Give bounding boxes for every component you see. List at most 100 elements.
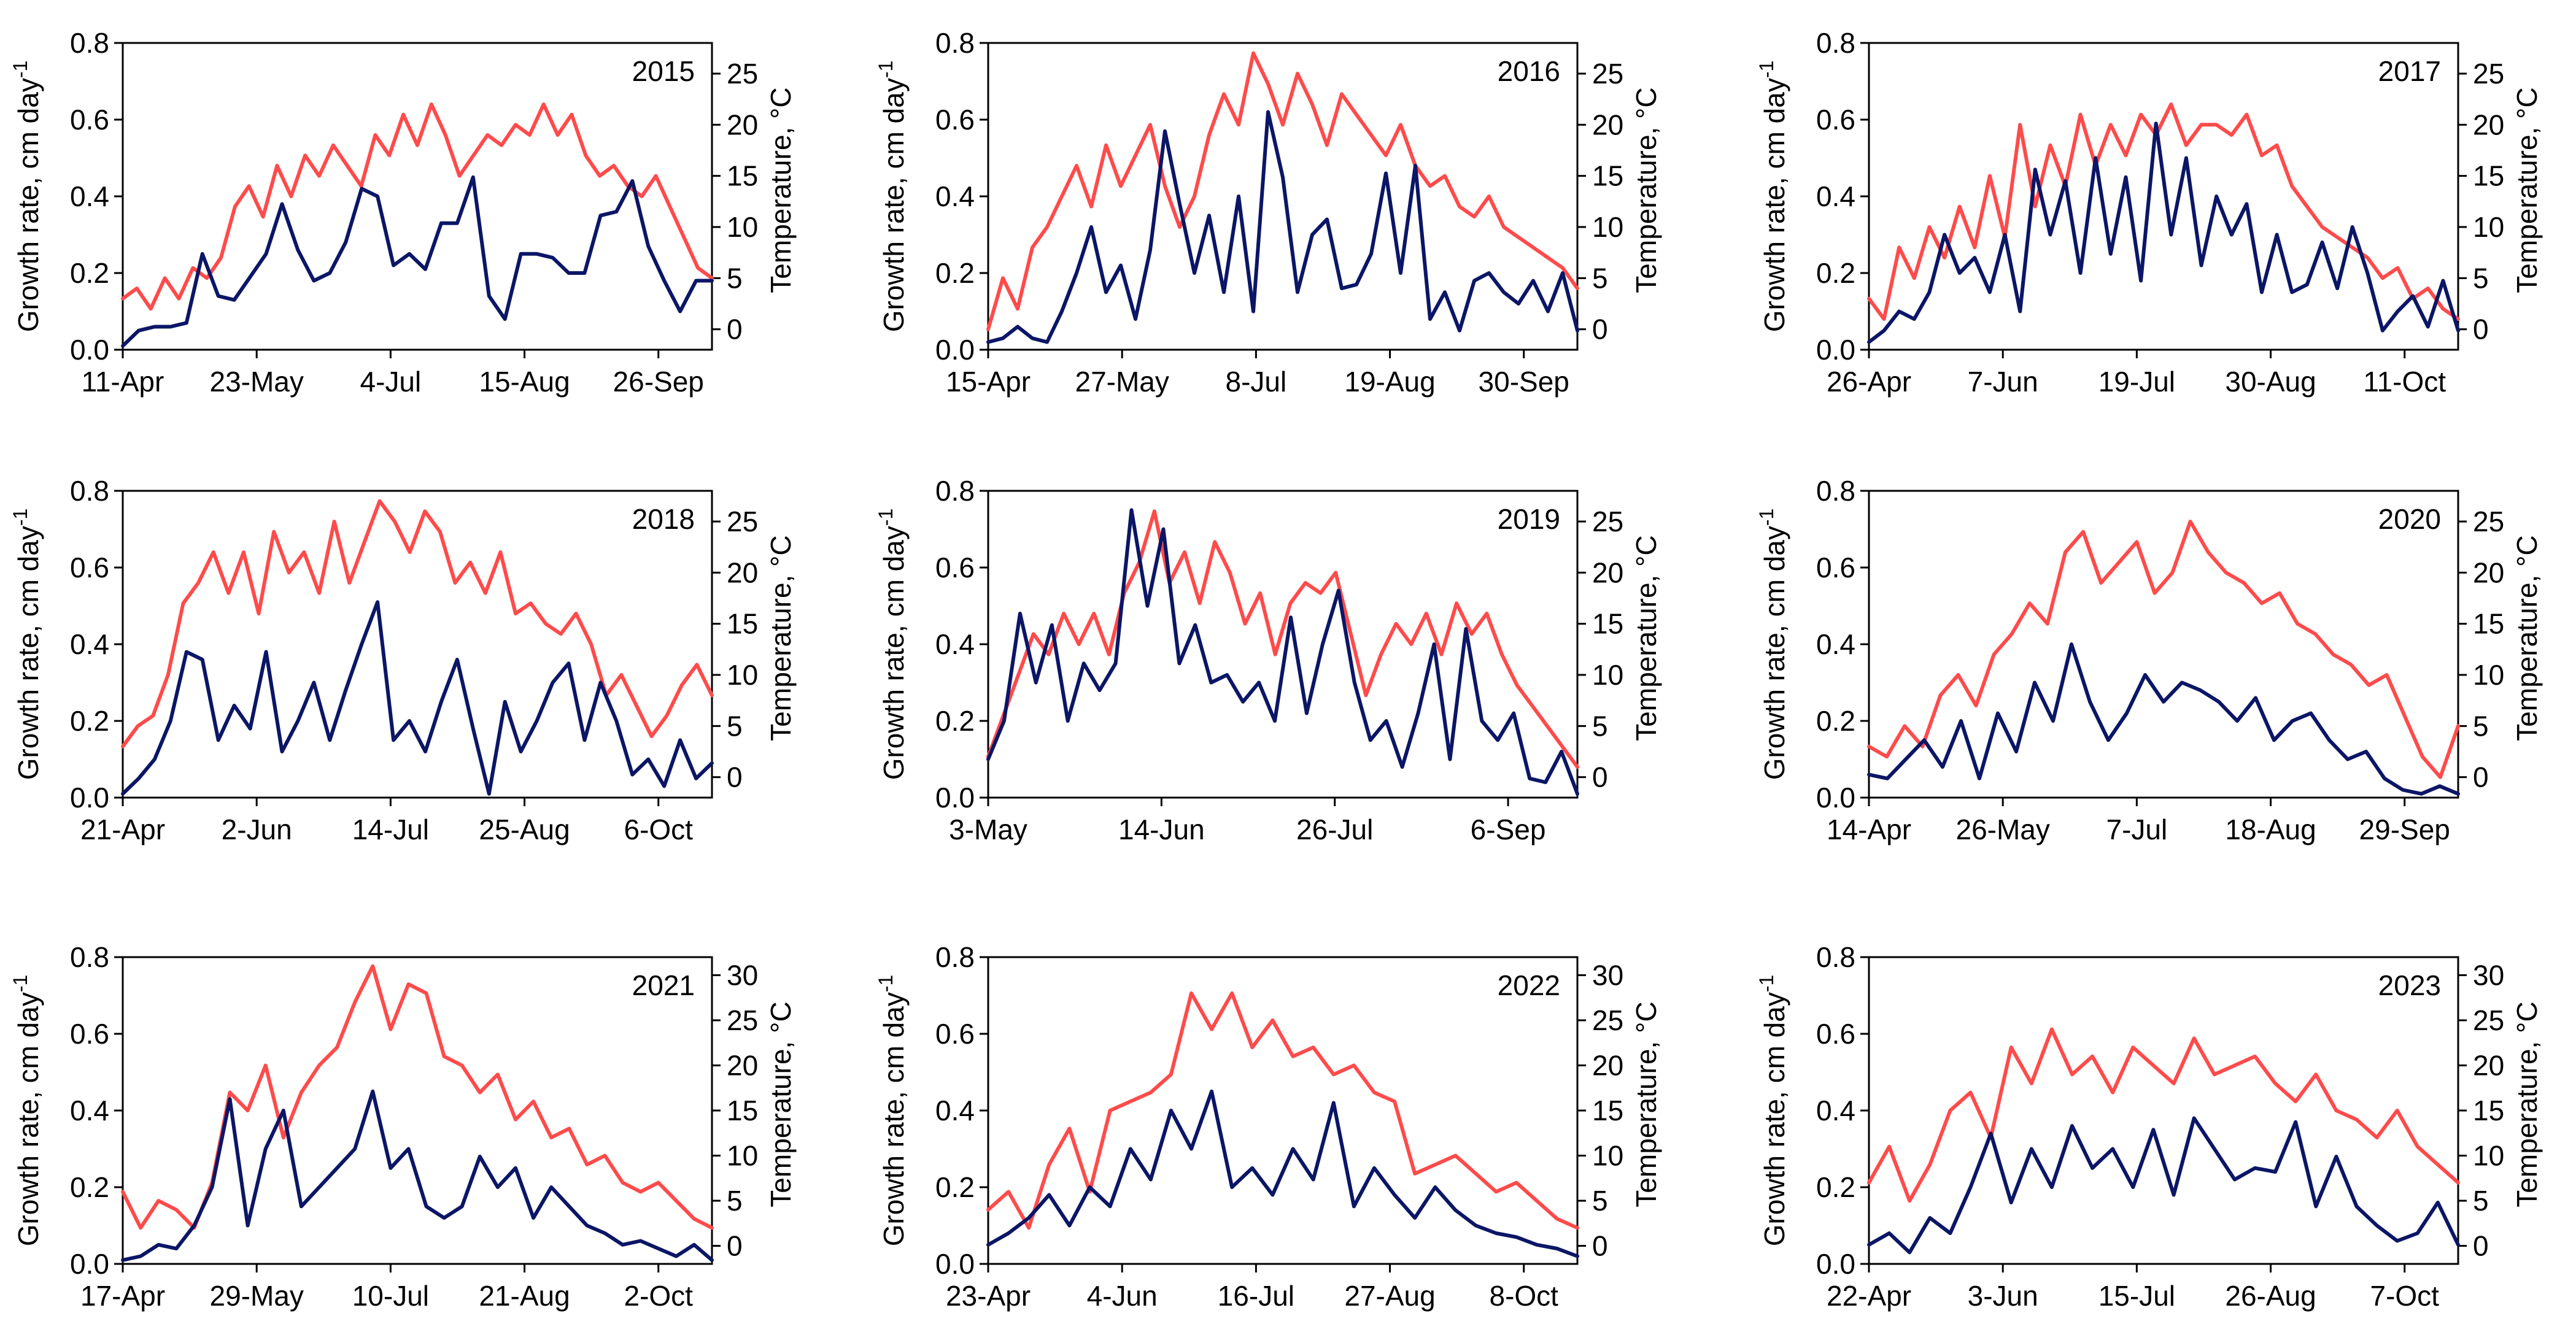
left-axis-title: Growth rate, cm day-1 — [9, 509, 44, 780]
x-tick-label: 2-Oct — [624, 1280, 693, 1312]
left-axis-title-sup: -1 — [9, 509, 31, 526]
x-tick-label: 26-Jul — [1296, 814, 1373, 845]
left-tick-label: 0.0 — [70, 1248, 109, 1280]
left-tick-label: 0.6 — [1816, 552, 1855, 583]
x-tick-label: 29-May — [209, 1280, 303, 1312]
right-axis-title: Temperature, °C — [1630, 1001, 1662, 1207]
right-axis-title: Temperature, °C — [2511, 1001, 2543, 1207]
panel-2018: 0.0 0.2 0.4 0.6 0.8 0 5 10 15 20 25 21-Apr 2-Jun 14-J… — [9, 475, 797, 845]
right-tick-label: 5 — [1592, 1185, 1608, 1217]
left-axis-title: Growth rate, cm day-1 — [9, 61, 44, 333]
year-label: 2015 — [632, 55, 695, 87]
x-tick-label: 8-Jul — [1226, 366, 1287, 398]
right-tick-label: 15 — [2473, 608, 2504, 640]
x-tick-label: 7-Oct — [2370, 1280, 2439, 1312]
left-tick-label: 0.4 — [935, 628, 975, 660]
plot-frame — [987, 956, 1579, 1265]
right-tick-label: 10 — [1592, 1140, 1623, 1172]
right-tick-label: 0 — [727, 1230, 743, 1262]
growth-rate-line — [986, 110, 1579, 344]
year-label: 2019 — [1498, 503, 1560, 535]
growth-rate-line — [121, 1089, 714, 1262]
x-tick-label: 15-Apr — [946, 366, 1031, 398]
plot-frame — [987, 490, 1579, 799]
right-tick-label: 5 — [1592, 262, 1608, 294]
right-tick-label: 10 — [1592, 211, 1623, 243]
left-tick-label: 0.6 — [1816, 104, 1855, 136]
left-tick-label: 0.0 — [1816, 1248, 1855, 1280]
right-tick-label: 5 — [727, 262, 743, 294]
left-tick-label: 0.2 — [935, 1171, 975, 1203]
left-tick-label: 0.2 — [1816, 1171, 1855, 1203]
x-tick-label: 19-Jul — [2098, 366, 2175, 398]
panel-2020: 0.0 0.2 0.4 0.6 0.8 0 5 10 15 20 25 14-Apr 26-May 7-J… — [1755, 475, 2543, 845]
x-tick-label: 14-Jul — [352, 814, 429, 845]
panel-2021: 0.0 0.2 0.4 0.6 0.8 0 5 10 15 20 25 30 17-Apr 29-May 1… — [9, 941, 797, 1312]
temperature-line — [986, 509, 1579, 769]
panel-2016: 0.0 0.2 0.4 0.6 0.8 0 5 10 15 20 25 15-Apr 27-May 8-J… — [875, 27, 1662, 398]
x-tick-label: 25-Aug — [479, 814, 570, 845]
x-tick-label: 18-Aug — [2225, 814, 2316, 845]
right-tick-label: 25 — [727, 58, 758, 90]
x-tick-label: 30-Sep — [1479, 366, 1569, 398]
right-tick-label: 20 — [2473, 109, 2504, 141]
left-axis-title: Growth rate, cm day-1 — [1755, 61, 1790, 333]
right-tick-label: 25 — [2473, 1004, 2504, 1036]
right-axis-title: Temperature, °C — [1630, 535, 1662, 741]
left-tick-label: 0.6 — [70, 1018, 109, 1050]
plot-frame — [122, 956, 713, 1265]
right-tick-label: 30 — [2473, 959, 2504, 991]
right-tick-label: 25 — [1592, 1004, 1623, 1036]
right-tick-label: 15 — [727, 608, 758, 640]
right-tick-label: 0 — [1592, 314, 1608, 345]
x-tick-label: 26-Aug — [2225, 1280, 2316, 1312]
growth-rate-line — [121, 175, 714, 348]
right-tick-label: 25 — [1592, 58, 1623, 90]
left-tick-label: 0.2 — [70, 1171, 109, 1203]
year-label: 2018 — [632, 503, 695, 535]
right-tick-label: 5 — [2473, 1185, 2489, 1217]
left-tick-label: 0.0 — [935, 1248, 975, 1280]
growth-rate-line — [121, 600, 714, 796]
right-tick-label: 15 — [1592, 1095, 1623, 1126]
right-tick-label: 0 — [2473, 1230, 2489, 1262]
x-tick-label: 3-May — [949, 814, 1027, 845]
panel-2022: 0.0 0.2 0.4 0.6 0.8 0 5 10 15 20 25 30 23-Apr 4-Jun 16… — [875, 941, 1662, 1312]
left-axis-title: Growth rate, cm day-1 — [875, 61, 910, 333]
left-tick-label: 0.2 — [935, 705, 975, 737]
right-tick-label: 0 — [1592, 1230, 1608, 1262]
x-tick-label: 16-Jul — [1218, 1280, 1294, 1312]
left-axis-title: Growth rate, cm day-1 — [1755, 975, 1790, 1247]
right-axis-title: Temperature, °C — [765, 87, 797, 293]
x-tick-label: 22-Apr — [1827, 1280, 1911, 1312]
x-tick-label: 21-Aug — [479, 1280, 570, 1312]
right-tick-label: 15 — [1592, 608, 1623, 640]
x-tick-label: 27-May — [1075, 366, 1169, 398]
left-tick-label: 0.8 — [1816, 941, 1855, 973]
right-axis-title: Temperature, °C — [2511, 87, 2543, 293]
left-tick-label: 0.2 — [70, 705, 109, 737]
left-axis-title: Growth rate, cm day-1 — [1755, 509, 1790, 780]
right-tick-label: 0 — [1592, 761, 1608, 793]
left-tick-label: 0.6 — [70, 552, 109, 583]
left-tick-label: 0.4 — [1816, 1095, 1855, 1126]
left-axis-title-text: Growth rate, cm day — [878, 78, 910, 332]
x-tick-label: 23-May — [209, 366, 303, 398]
panel-2019: 0.0 0.2 0.4 0.6 0.8 0 5 10 15 20 25 3-May 14-Jun 26-J… — [875, 475, 1662, 845]
left-axis-title-text: Growth rate, cm day — [1758, 526, 1790, 780]
x-tick-label: 26-May — [1955, 814, 2049, 845]
left-axis-title-text: Growth rate, cm day — [1758, 992, 1790, 1246]
left-axis-title-sup: -1 — [9, 61, 31, 78]
right-tick-label: 0 — [727, 314, 743, 345]
left-tick-label: 0.4 — [1816, 628, 1855, 660]
x-tick-label: 11-Apr — [82, 366, 164, 398]
x-tick-label: 27-Aug — [1344, 1280, 1435, 1312]
panel-2023: 0.0 0.2 0.4 0.6 0.8 0 5 10 15 20 25 30 22-Apr 3-Jun 15… — [1755, 941, 2543, 1312]
left-tick-label: 0.4 — [1816, 180, 1855, 212]
x-tick-label: 23-Apr — [946, 1280, 1031, 1312]
left-tick-label: 0.8 — [70, 941, 109, 973]
right-tick-label: 5 — [2473, 710, 2489, 742]
temperature-line — [986, 51, 1579, 331]
right-tick-label: 5 — [2473, 262, 2489, 294]
x-tick-label: 4-Jun — [1087, 1280, 1158, 1312]
